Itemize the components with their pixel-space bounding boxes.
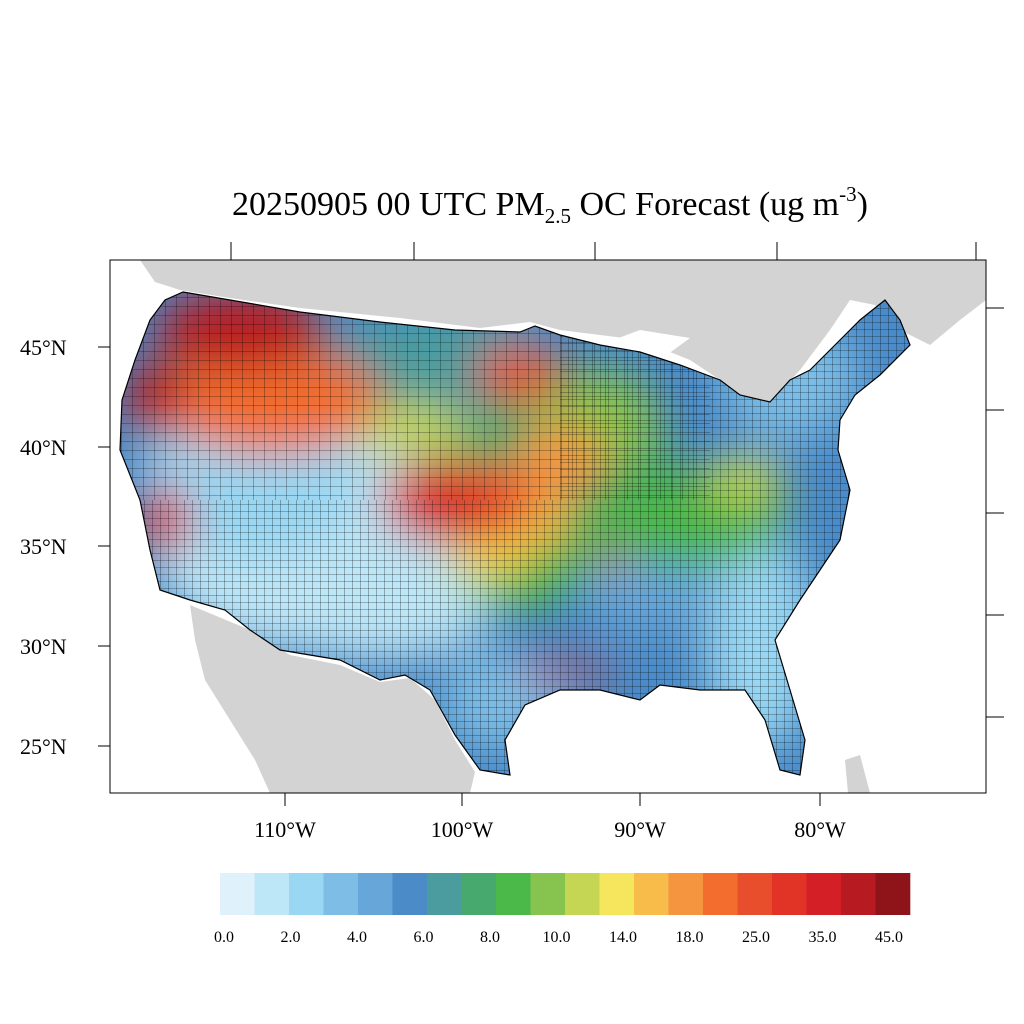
colorbar-swatch (703, 873, 738, 915)
colorbar-swatch (323, 873, 359, 915)
lat-label-25: 25°N (20, 734, 67, 759)
colorbar-swatch (427, 873, 462, 915)
colorbar-swatch (772, 873, 807, 915)
colorbar-swatch (289, 873, 324, 915)
colorbar-label: 4.0 (347, 929, 367, 946)
colorbar-label: 10.0 (543, 929, 571, 946)
colorbar-labels: 0.0 2.0 4.0 6.0 8.0 10.0 14.0 18.0 25.0 35.0 45.0 (214, 929, 903, 946)
lat-label-40: 40°N (20, 435, 67, 460)
colorbar-swatch (530, 873, 566, 915)
colorbar-label: 45.0 (875, 929, 903, 946)
colorbar-label: 8.0 (480, 929, 500, 946)
lat-label-30: 30°N (20, 634, 67, 659)
colorbar-swatch (668, 873, 704, 915)
colorbar-swatch (634, 873, 669, 915)
lat-label-35: 35°N (20, 534, 67, 559)
colorbar-swatch (806, 873, 842, 915)
colorbar-swatch (599, 873, 635, 915)
colorbar-label: 6.0 (414, 929, 434, 946)
lon-label-110w: 110°W (254, 817, 316, 842)
map-frame (109, 259, 987, 794)
colorbar-swatch (841, 873, 876, 915)
colorbar-label: 18.0 (676, 929, 704, 946)
colorbar-label: 0.0 (214, 929, 234, 946)
lon-label-80w: 80°W (794, 817, 846, 842)
colorbar-swatch (254, 873, 290, 915)
colorbar-swatch (461, 873, 497, 915)
colorbar (220, 873, 911, 915)
colorbar-swatch (496, 873, 531, 915)
colorbar-label: 2.0 (281, 929, 301, 946)
colorbar-swatch (358, 873, 393, 915)
axis-ticks (98, 242, 1004, 806)
lon-label-90w: 90°W (614, 817, 666, 842)
colorbar-swatch (565, 873, 600, 915)
bahamas-land (845, 755, 870, 793)
colorbar-swatch (875, 873, 911, 915)
colorbar-label: 25.0 (742, 929, 770, 946)
lon-label-100w: 100°W (431, 817, 494, 842)
colorbar-label: 35.0 (809, 929, 837, 946)
lat-label-45: 45°N (20, 335, 67, 360)
canada-land (140, 260, 986, 402)
colorbar-swatch (220, 873, 255, 915)
map-title: 20250905 00 UTC PM2.5 OC Forecast (ug m-… (232, 182, 868, 228)
colorbar-swatch (392, 873, 428, 915)
colorbar-swatch (737, 873, 773, 915)
mexico-land (190, 605, 475, 793)
us-outline (119, 291, 911, 776)
colorbar-label: 14.0 (609, 929, 637, 946)
